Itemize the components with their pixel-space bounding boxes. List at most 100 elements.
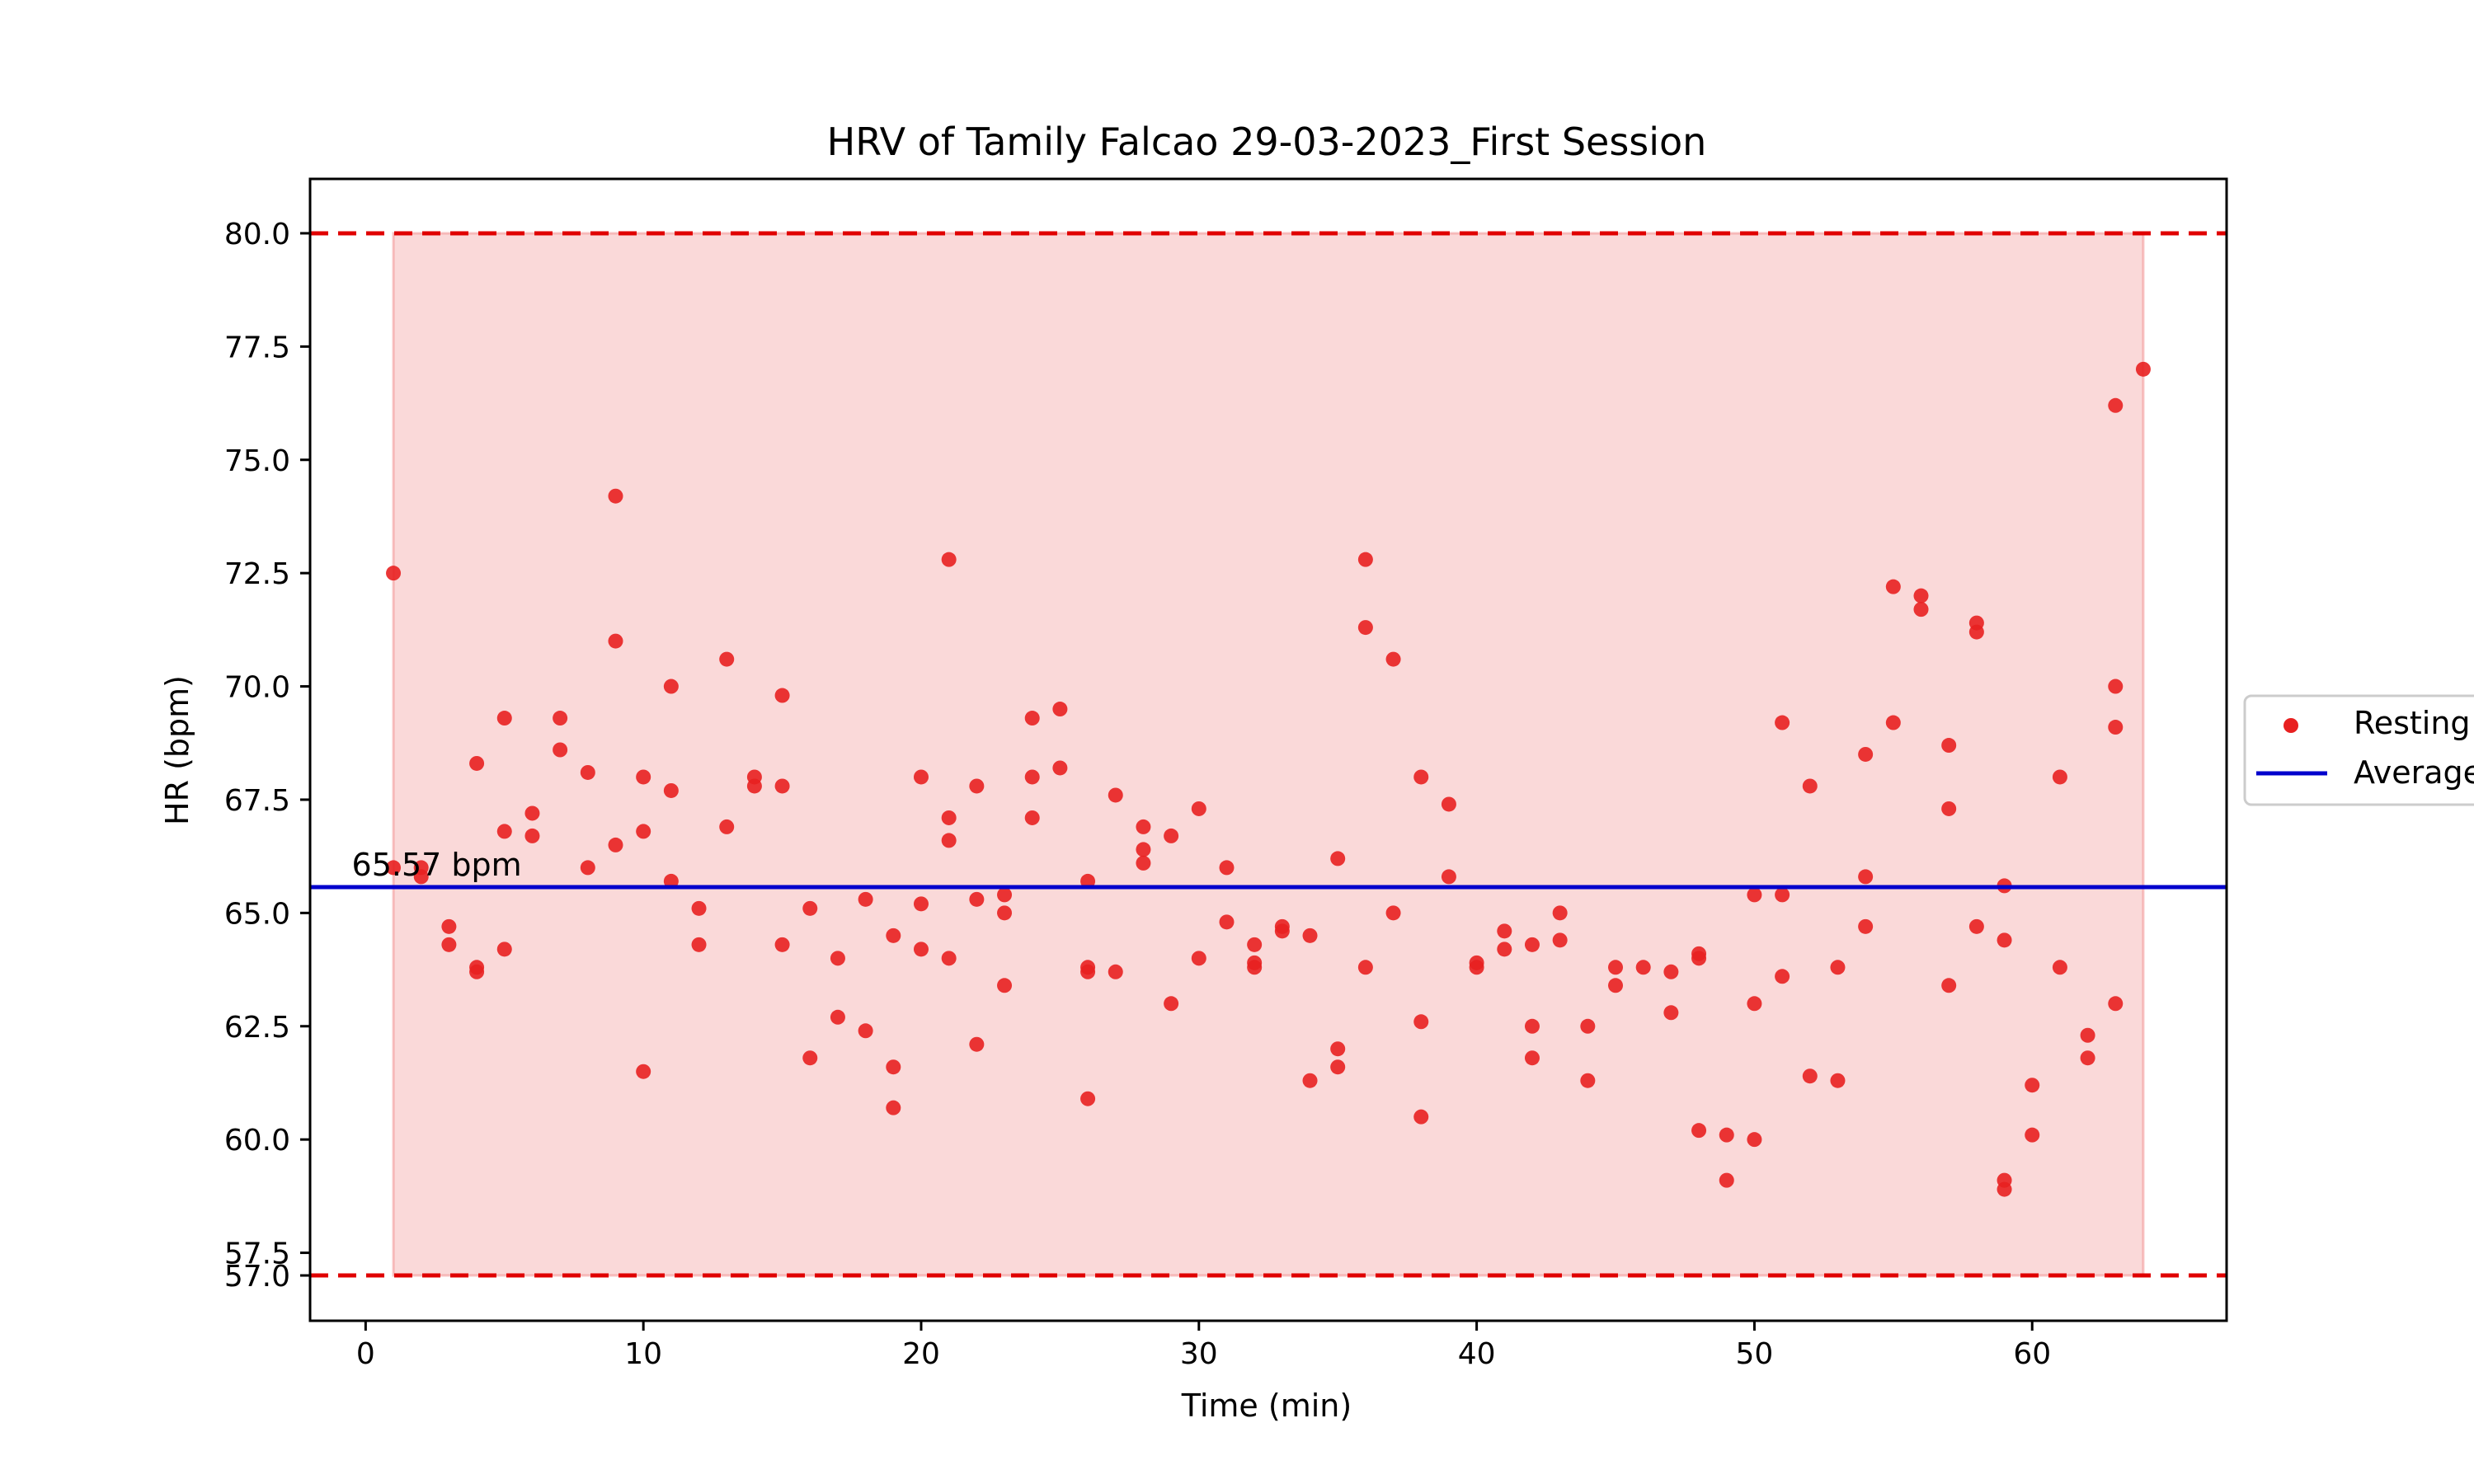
data-point [1052, 702, 1068, 717]
data-point [1274, 923, 1290, 939]
x-tick-label: 0 [356, 1337, 375, 1371]
data-point [1719, 1172, 1734, 1188]
data-point [1941, 801, 1957, 816]
data-point [608, 837, 623, 852]
x-axis-title: Time (min) [1181, 1388, 1352, 1424]
y-tick-label: 70.0 [224, 671, 290, 705]
data-point [1413, 1014, 1429, 1030]
data-point [830, 951, 845, 966]
data-point [1330, 1041, 1346, 1057]
data-point [858, 1023, 873, 1039]
data-point [1108, 787, 1123, 803]
y-tick-label: 62.5 [224, 1011, 290, 1045]
data-point [969, 1036, 985, 1052]
data-point [469, 964, 485, 979]
shaded-range-band [392, 232, 2145, 1277]
data-point [1052, 760, 1068, 776]
data-point [1858, 746, 1874, 762]
data-point [886, 1059, 901, 1075]
data-point [1997, 932, 2012, 948]
data-point [1080, 964, 1096, 979]
data-point [774, 937, 790, 952]
data-point [1608, 978, 1624, 993]
data-point [941, 552, 957, 567]
data-point [636, 824, 651, 839]
data-point [608, 488, 623, 504]
data-point [1968, 918, 1984, 934]
x-tick-label: 10 [624, 1337, 662, 1371]
data-point [2108, 720, 2124, 735]
data-point [1968, 624, 1984, 640]
data-point [1302, 1073, 1318, 1088]
data-point [524, 805, 540, 821]
y-tick-label: 67.5 [224, 784, 290, 818]
x-tick-label: 50 [1736, 1337, 1774, 1371]
data-point [1747, 887, 1762, 903]
data-point [1080, 1091, 1096, 1106]
data-point [1024, 711, 1040, 726]
y-tick-label: 57.0 [224, 1260, 290, 1294]
data-point [830, 1009, 845, 1025]
data-point [774, 778, 790, 794]
y-tick-label: 77.5 [224, 331, 290, 364]
data-point [941, 810, 957, 825]
y-tick-label: 80.0 [224, 218, 290, 251]
data-point [1858, 869, 1874, 885]
data-point [1941, 738, 1957, 754]
data-point [941, 951, 957, 966]
data-point [663, 873, 679, 889]
y-tick-label: 57.5 [224, 1237, 290, 1271]
data-point [997, 905, 1013, 921]
data-point [1219, 860, 1235, 876]
data-point [774, 688, 790, 703]
data-point [1913, 602, 1929, 618]
data-point [969, 891, 985, 907]
data-point [1385, 905, 1401, 921]
data-point [1663, 964, 1679, 979]
data-point [1830, 1073, 1846, 1088]
data-point [1552, 932, 1568, 948]
data-point [1663, 1005, 1679, 1021]
data-point [1385, 651, 1401, 667]
data-point [1858, 918, 1874, 934]
data-point [1608, 960, 1624, 975]
data-point [1885, 579, 1901, 594]
data-point [886, 1100, 901, 1115]
data-point [802, 1050, 818, 1066]
data-point [1747, 996, 1762, 1012]
data-point [1247, 937, 1263, 952]
data-point [663, 782, 679, 798]
y-tick-label: 65.0 [224, 897, 290, 931]
data-point [2052, 960, 2067, 975]
data-point [553, 711, 568, 726]
x-tick-label: 60 [2013, 1337, 2051, 1371]
data-point [1136, 819, 1151, 834]
data-point [1802, 778, 1818, 794]
data-point [1164, 828, 1179, 843]
average-label: 65.57 bpm [352, 847, 522, 883]
data-point [913, 942, 929, 957]
data-point [719, 651, 735, 667]
data-point [2080, 1050, 2095, 1066]
data-point [1997, 1181, 2012, 1197]
data-point [2080, 1027, 2095, 1043]
data-point [1441, 869, 1456, 885]
data-point [1747, 1132, 1762, 1148]
legend: Resting Average [2243, 694, 2474, 806]
data-point [2025, 1127, 2040, 1143]
data-point [663, 679, 679, 694]
plot-area: 65.57 bpm 0 10 20 30 40 50 60 57.057.5 60.0 62.5 65… [224, 177, 2228, 1371]
data-point [553, 742, 568, 758]
data-point [746, 778, 762, 794]
data-point [941, 833, 957, 848]
data-point [1247, 960, 1263, 975]
data-point [1330, 851, 1346, 866]
data-point [580, 860, 595, 876]
data-point [691, 900, 707, 916]
data-point [1635, 960, 1651, 975]
y-tick-label: 75.0 [224, 444, 290, 478]
data-point [1357, 620, 1373, 636]
data-point [858, 891, 873, 907]
